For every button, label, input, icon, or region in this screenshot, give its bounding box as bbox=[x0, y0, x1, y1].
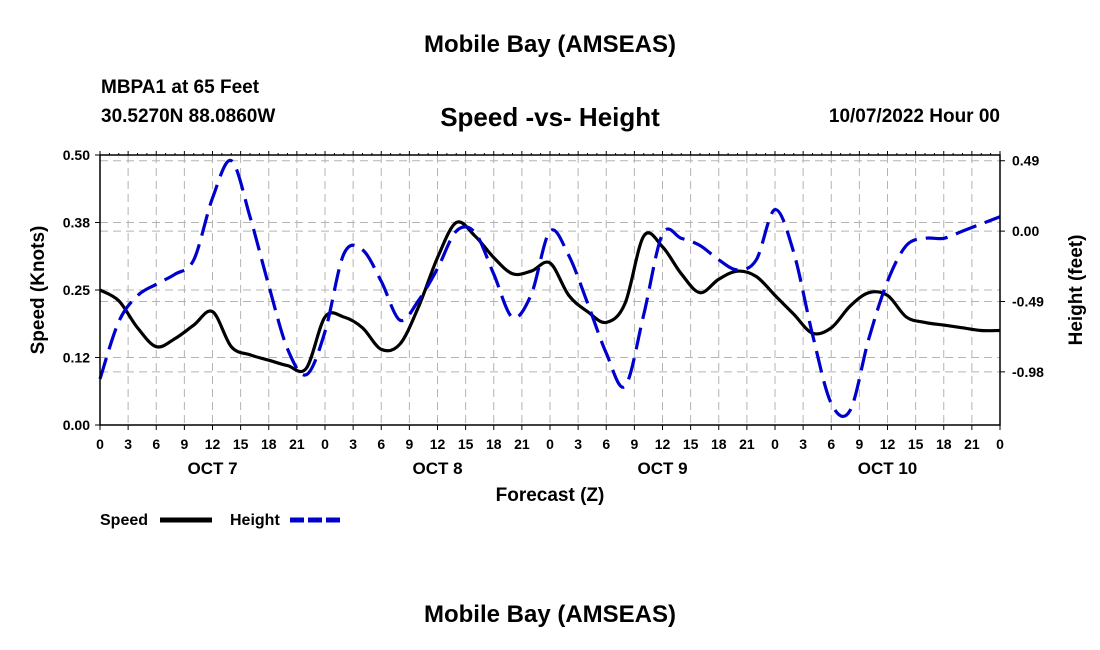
x-tick-label: 9 bbox=[405, 436, 413, 452]
x-tick-label: 21 bbox=[964, 436, 980, 452]
day-label: OCT 10 bbox=[858, 459, 918, 478]
x-tick-label: 3 bbox=[349, 436, 357, 452]
y2-tick-label: -0.49 bbox=[1012, 293, 1044, 309]
day-label: OCT 7 bbox=[187, 459, 237, 478]
y-axis-label: Speed (Knots) bbox=[28, 226, 49, 355]
x-tick-label: 0 bbox=[546, 436, 554, 452]
x-tick-label: 12 bbox=[655, 436, 671, 452]
x-tick-label: 15 bbox=[683, 436, 699, 452]
axis-ticks: 0 3 6 9 12 15 18 21 0 3 6 9 12 15 18 21 0 3 6 9 12 15 18 21 0 3 6 9… bbox=[63, 147, 1044, 478]
series-line-speed bbox=[99, 220, 1001, 374]
x-tick-label: 3 bbox=[124, 436, 132, 452]
x-tick-label: 0 bbox=[321, 436, 329, 452]
forecast-datetime: 10/07/2022 Hour 00 bbox=[828, 106, 1000, 127]
x-tick-label: 0 bbox=[96, 436, 104, 452]
x-tick-label: 15 bbox=[908, 436, 924, 452]
grid-lines bbox=[100, 155, 1000, 425]
station-label: MBPA1 at 65 Feet bbox=[101, 77, 260, 98]
x-tick-label: 12 bbox=[430, 436, 446, 452]
y-tick-label: 0.12 bbox=[63, 350, 90, 366]
x-tick-label: 18 bbox=[711, 436, 727, 452]
y2-tick-label: 0.00 bbox=[1012, 223, 1039, 239]
x-tick-label: 6 bbox=[827, 436, 835, 452]
series-lines bbox=[98, 159, 1001, 418]
y2-tick-label: 0.49 bbox=[1012, 153, 1039, 169]
y-tick-label: 0.00 bbox=[63, 417, 90, 433]
x-tick-label: 0 bbox=[996, 436, 1004, 452]
x-tick-label: 0 bbox=[771, 436, 779, 452]
legend: Speed Height bbox=[100, 512, 342, 529]
x-tick-label: 15 bbox=[458, 436, 474, 452]
y-tick-label: 0.50 bbox=[63, 147, 90, 163]
footer-title: Mobile Bay (AMSEAS) bbox=[423, 601, 677, 628]
x-tick-label: 12 bbox=[880, 436, 896, 452]
day-label: OCT 9 bbox=[637, 459, 687, 478]
y-tick-label: 0.25 bbox=[63, 282, 90, 298]
series-line-height bbox=[98, 159, 1001, 418]
page-title: Mobile Bay (AMSEAS) bbox=[423, 31, 677, 58]
x-tick-label: 21 bbox=[289, 436, 305, 452]
x-tick-label: 21 bbox=[514, 436, 530, 452]
x-tick-label: 9 bbox=[630, 436, 638, 452]
y-tick-label: 0.38 bbox=[63, 215, 90, 231]
chart-title: Speed -vs- Height bbox=[440, 102, 660, 132]
x-tick-label: 9 bbox=[180, 436, 188, 452]
x-tick-label: 6 bbox=[377, 436, 385, 452]
x-tick-label: 9 bbox=[855, 436, 863, 452]
legend-label-height: Height bbox=[230, 512, 280, 529]
y2-tick-label: -0.98 bbox=[1012, 364, 1044, 380]
x-tick-label: 21 bbox=[739, 436, 755, 452]
x-tick-label: 3 bbox=[799, 436, 807, 452]
coordinates-label: 30.5270N 88.0860W bbox=[101, 106, 276, 127]
x-tick-label: 6 bbox=[152, 436, 160, 452]
x-tick-label: 18 bbox=[486, 436, 502, 452]
y2-axis-label: Height (feet) bbox=[1066, 235, 1087, 346]
legend-label-speed: Speed bbox=[100, 512, 148, 529]
x-tick-label: 12 bbox=[205, 436, 221, 452]
day-label: OCT 8 bbox=[412, 459, 462, 478]
x-tick-label: 6 bbox=[602, 436, 610, 452]
x-tick-label: 18 bbox=[261, 436, 277, 452]
x-tick-label: 18 bbox=[936, 436, 952, 452]
x-tick-label: 15 bbox=[233, 436, 249, 452]
x-tick-label: 3 bbox=[574, 436, 582, 452]
x-axis-label: Forecast (Z) bbox=[496, 485, 605, 506]
